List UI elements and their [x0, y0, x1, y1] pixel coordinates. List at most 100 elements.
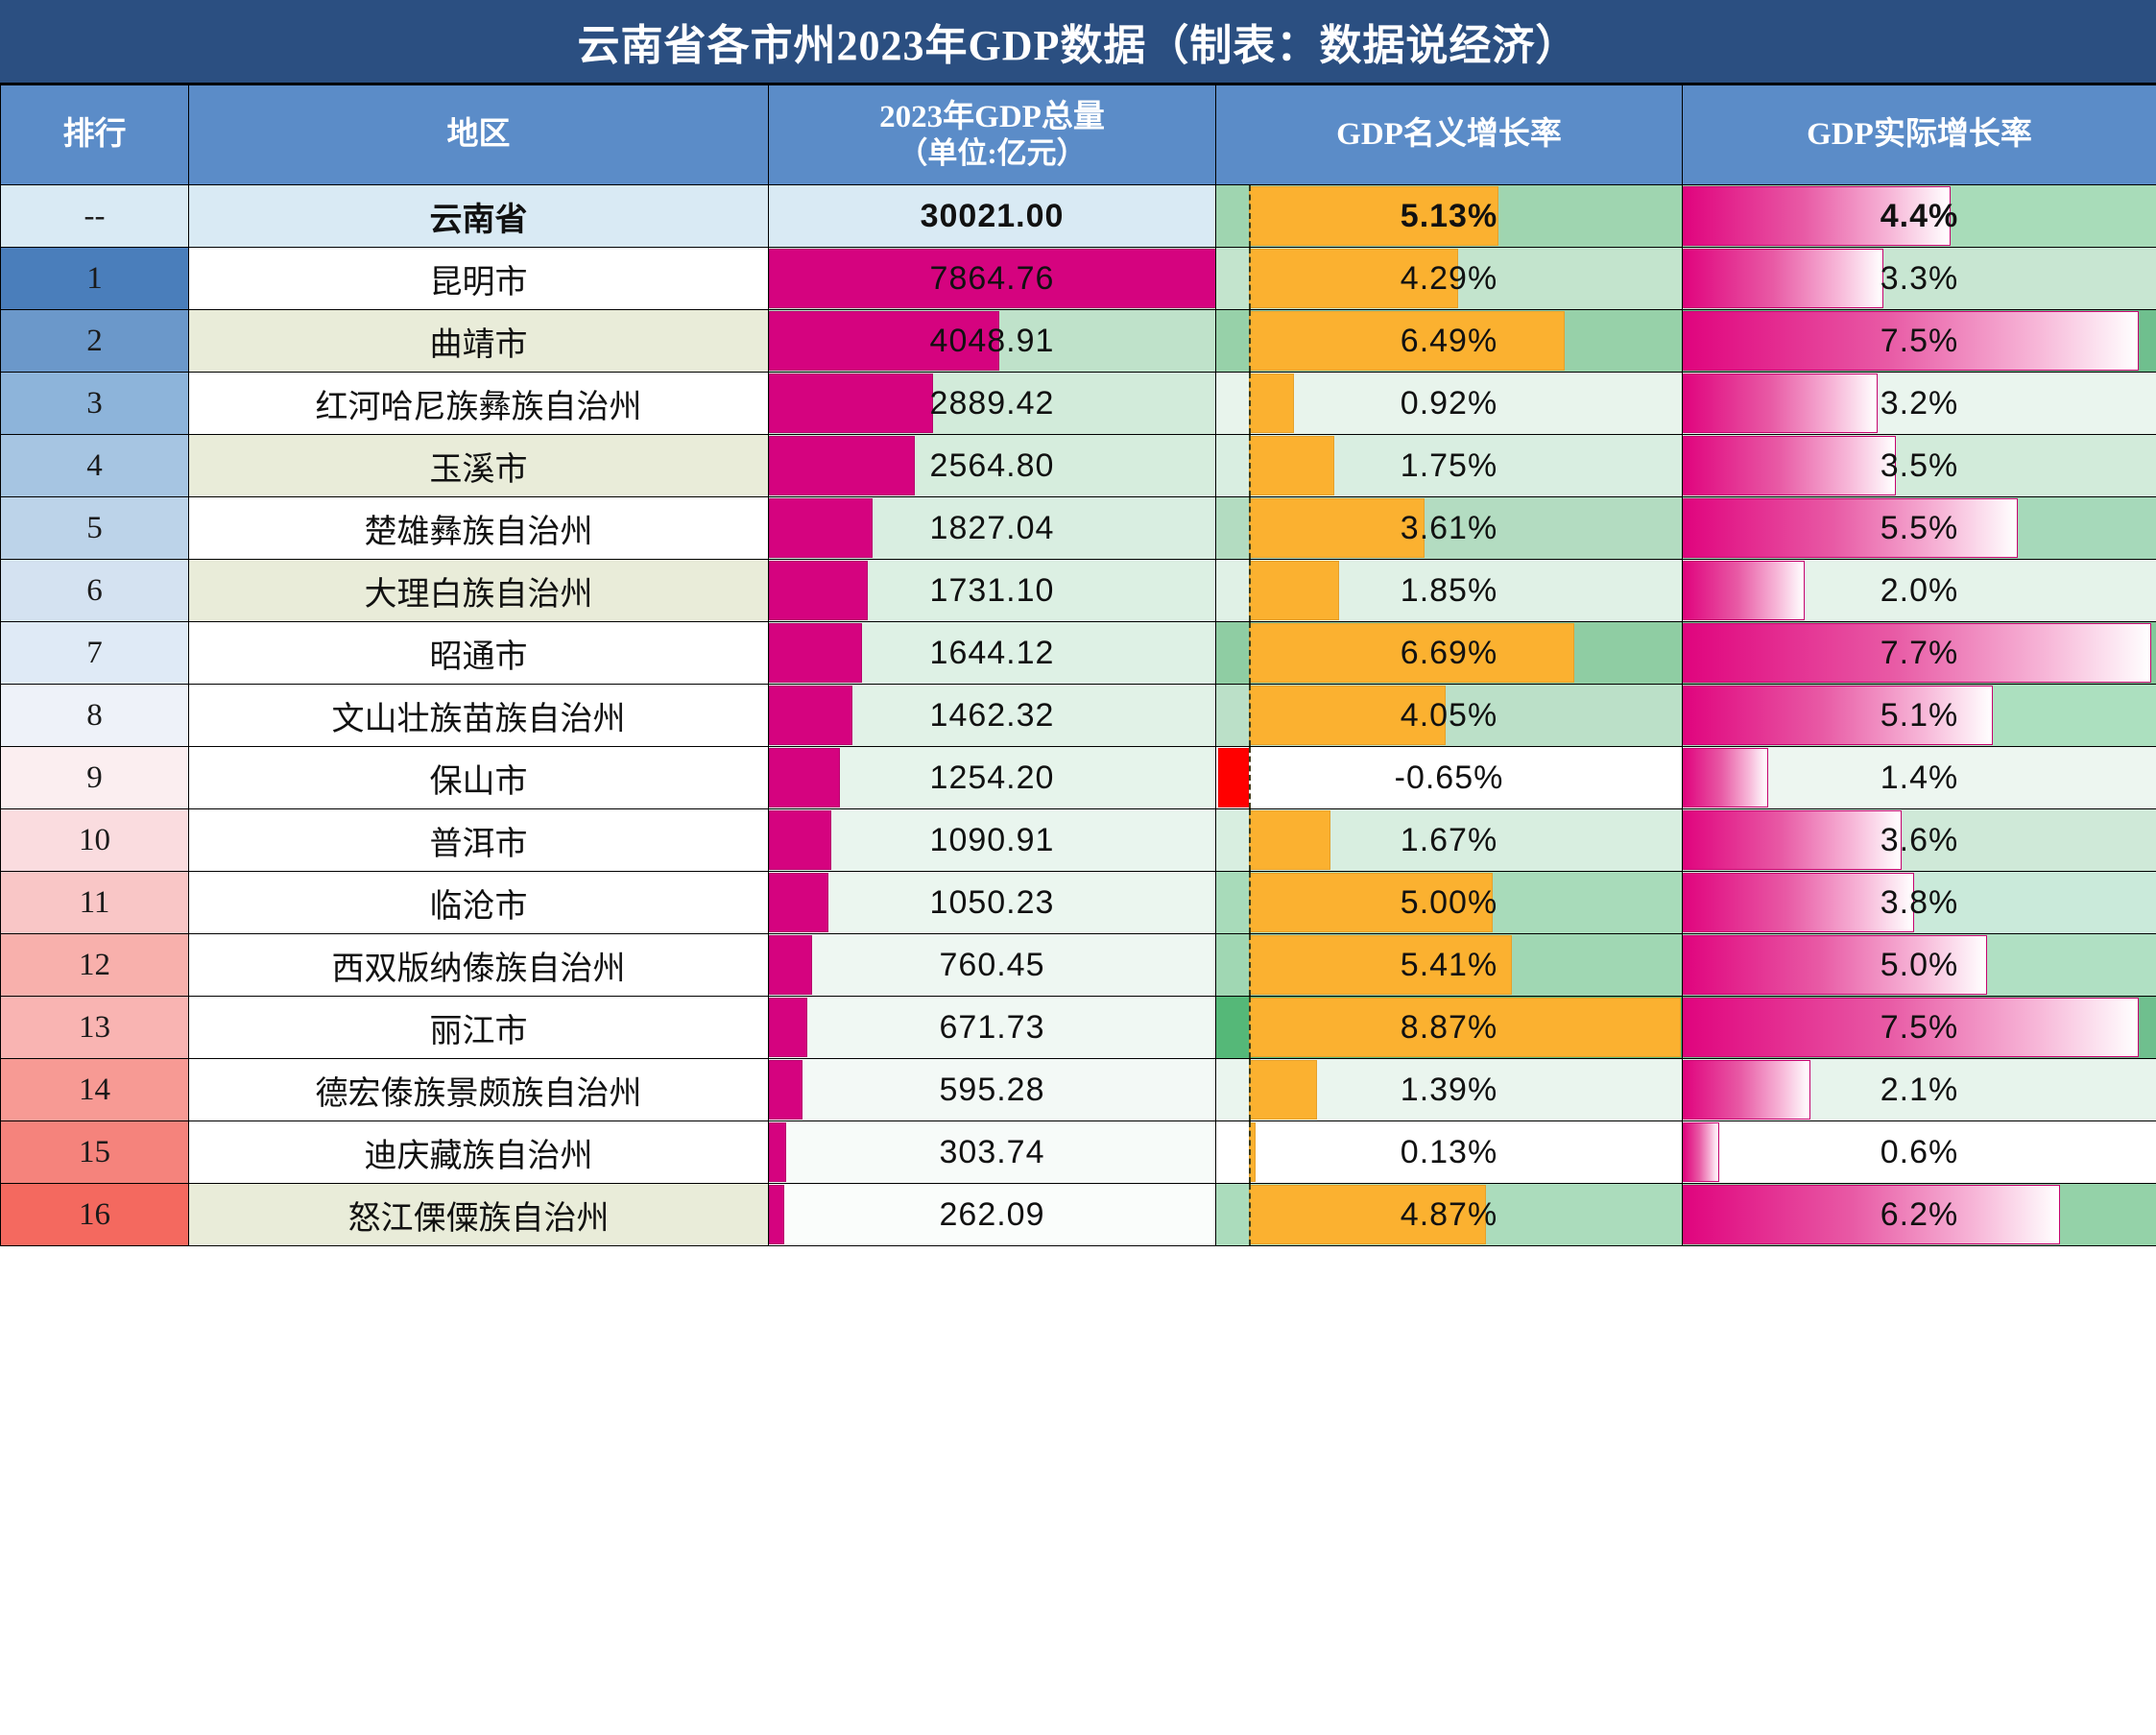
cell-region[interactable]: 怒江傈僳族自治州: [188, 1183, 769, 1246]
cell-real-growth[interactable]: 0.6%: [1682, 1121, 2156, 1184]
table-row[interactable]: 15 迪庆藏族自治州 303.74 0.13% 0.6%: [0, 1121, 2156, 1184]
cell-region[interactable]: 普洱市: [188, 808, 769, 872]
cell-rank[interactable]: 9: [0, 746, 189, 809]
cell-nominal-growth[interactable]: 1.67%: [1215, 808, 1683, 872]
cell-real-growth[interactable]: 3.8%: [1682, 871, 2156, 934]
cell-real-growth[interactable]: 3.3%: [1682, 247, 2156, 310]
table-row[interactable]: 14 德宏傣族景颇族自治州 595.28 1.39% 2.1%: [0, 1058, 2156, 1121]
cell-rank[interactable]: 8: [0, 684, 189, 747]
cell-rank[interactable]: 6: [0, 559, 189, 622]
cell-gdp[interactable]: 1090.91: [768, 808, 1216, 872]
cell-gdp[interactable]: 303.74: [768, 1121, 1216, 1184]
cell-gdp[interactable]: 1050.23: [768, 871, 1216, 934]
table-row[interactable]: 6 大理白族自治州 1731.10 1.85% 2.0%: [0, 559, 2156, 622]
cell-nominal-growth[interactable]: 0.13%: [1215, 1121, 1683, 1184]
cell-gdp[interactable]: 1731.10: [768, 559, 1216, 622]
cell-nominal-growth[interactable]: 4.29%: [1215, 247, 1683, 310]
cell-rank[interactable]: --: [0, 184, 189, 248]
cell-nominal-growth[interactable]: 8.87%: [1215, 996, 1683, 1059]
cell-region[interactable]: 保山市: [188, 746, 769, 809]
cell-nominal-growth[interactable]: 1.39%: [1215, 1058, 1683, 1121]
table-row[interactable]: 8 文山壮族苗族自治州 1462.32 4.05% 5.1%: [0, 684, 2156, 747]
table-row[interactable]: 11 临沧市 1050.23 5.00% 3.8%: [0, 871, 2156, 934]
cell-real-growth[interactable]: 5.0%: [1682, 933, 2156, 997]
cell-real-growth[interactable]: 5.1%: [1682, 684, 2156, 747]
cell-gdp[interactable]: 1827.04: [768, 496, 1216, 560]
cell-gdp[interactable]: 671.73: [768, 996, 1216, 1059]
cell-real-growth[interactable]: 3.5%: [1682, 434, 2156, 497]
cell-rank[interactable]: 14: [0, 1058, 189, 1121]
cell-gdp[interactable]: 1644.12: [768, 621, 1216, 685]
cell-region[interactable]: 大理白族自治州: [188, 559, 769, 622]
table-row[interactable]: 5 楚雄彝族自治州 1827.04 3.61% 5.5%: [0, 496, 2156, 560]
cell-real-growth[interactable]: 6.2%: [1682, 1183, 2156, 1246]
cell-gdp[interactable]: 1462.32: [768, 684, 1216, 747]
column-header-rank[interactable]: 排行: [0, 84, 189, 185]
column-header-nominal[interactable]: GDP名义增长率: [1215, 84, 1683, 185]
table-row[interactable]: 1 昆明市 7864.76 4.29% 3.3%: [0, 247, 2156, 310]
cell-rank[interactable]: 11: [0, 871, 189, 934]
cell-real-growth[interactable]: 7.5%: [1682, 309, 2156, 373]
cell-real-growth[interactable]: 7.5%: [1682, 996, 2156, 1059]
table-row[interactable]: 3 红河哈尼族彝族自治州 2889.42 0.92% 3.2%: [0, 372, 2156, 435]
cell-region[interactable]: 玉溪市: [188, 434, 769, 497]
cell-gdp[interactable]: 760.45: [768, 933, 1216, 997]
cell-nominal-growth[interactable]: 6.69%: [1215, 621, 1683, 685]
table-row[interactable]: 4 玉溪市 2564.80 1.75% 3.5%: [0, 434, 2156, 497]
cell-real-growth[interactable]: 3.6%: [1682, 808, 2156, 872]
table-row[interactable]: 10 普洱市 1090.91 1.67% 3.6%: [0, 808, 2156, 872]
cell-region[interactable]: 昆明市: [188, 247, 769, 310]
table-row[interactable]: 9 保山市 1254.20 -0.65% 1.4%: [0, 746, 2156, 809]
cell-real-growth[interactable]: 2.0%: [1682, 559, 2156, 622]
cell-rank[interactable]: 1: [0, 247, 189, 310]
cell-region[interactable]: 临沧市: [188, 871, 769, 934]
cell-gdp[interactable]: 1254.20: [768, 746, 1216, 809]
cell-nominal-growth[interactable]: 3.61%: [1215, 496, 1683, 560]
cell-gdp[interactable]: 30021.00: [768, 184, 1216, 248]
cell-region[interactable]: 德宏傣族景颇族自治州: [188, 1058, 769, 1121]
cell-rank[interactable]: 10: [0, 808, 189, 872]
cell-region[interactable]: 西双版纳傣族自治州: [188, 933, 769, 997]
cell-region[interactable]: 昭通市: [188, 621, 769, 685]
cell-gdp[interactable]: 262.09: [768, 1183, 1216, 1246]
cell-gdp[interactable]: 595.28: [768, 1058, 1216, 1121]
table-row[interactable]: 2 曲靖市 4048.91 6.49% 7.5%: [0, 309, 2156, 373]
cell-gdp[interactable]: 4048.91: [768, 309, 1216, 373]
cell-real-growth[interactable]: 2.1%: [1682, 1058, 2156, 1121]
cell-region[interactable]: 丽江市: [188, 996, 769, 1059]
cell-gdp[interactable]: 2564.80: [768, 434, 1216, 497]
table-row[interactable]: 16 怒江傈僳族自治州 262.09 4.87% 6.2%: [0, 1183, 2156, 1246]
cell-gdp[interactable]: 2889.42: [768, 372, 1216, 435]
cell-nominal-growth[interactable]: 5.13%: [1215, 184, 1683, 248]
cell-nominal-growth[interactable]: 1.85%: [1215, 559, 1683, 622]
cell-gdp[interactable]: 7864.76: [768, 247, 1216, 310]
cell-nominal-growth[interactable]: 1.75%: [1215, 434, 1683, 497]
table-row[interactable]: 13 丽江市 671.73 8.87% 7.5%: [0, 996, 2156, 1059]
cell-rank[interactable]: 2: [0, 309, 189, 373]
cell-nominal-growth[interactable]: 0.92%: [1215, 372, 1683, 435]
cell-region[interactable]: 文山壮族苗族自治州: [188, 684, 769, 747]
table-row[interactable]: 7 昭通市 1644.12 6.69% 7.7%: [0, 621, 2156, 685]
column-header-gdp[interactable]: 2023年GDP总量 （单位:亿元）: [768, 84, 1216, 185]
cell-nominal-growth[interactable]: 5.00%: [1215, 871, 1683, 934]
cell-rank[interactable]: 13: [0, 996, 189, 1059]
table-row[interactable]: 12 西双版纳傣族自治州 760.45 5.41% 5.0%: [0, 933, 2156, 997]
cell-region[interactable]: 曲靖市: [188, 309, 769, 373]
cell-rank[interactable]: 7: [0, 621, 189, 685]
cell-nominal-growth[interactable]: 6.49%: [1215, 309, 1683, 373]
cell-rank[interactable]: 12: [0, 933, 189, 997]
cell-nominal-growth[interactable]: 4.87%: [1215, 1183, 1683, 1246]
cell-real-growth[interactable]: 5.5%: [1682, 496, 2156, 560]
cell-rank[interactable]: 15: [0, 1121, 189, 1184]
cell-real-growth[interactable]: 7.7%: [1682, 621, 2156, 685]
cell-real-growth[interactable]: 4.4%: [1682, 184, 2156, 248]
cell-rank[interactable]: 3: [0, 372, 189, 435]
cell-rank[interactable]: 4: [0, 434, 189, 497]
column-header-region[interactable]: 地区: [188, 84, 769, 185]
cell-real-growth[interactable]: 1.4%: [1682, 746, 2156, 809]
cell-nominal-growth[interactable]: -0.65%: [1215, 746, 1683, 809]
cell-region[interactable]: 楚雄彝族自治州: [188, 496, 769, 560]
cell-region[interactable]: 云南省: [188, 184, 769, 248]
column-header-real[interactable]: GDP实际增长率: [1682, 84, 2156, 185]
cell-nominal-growth[interactable]: 4.05%: [1215, 684, 1683, 747]
